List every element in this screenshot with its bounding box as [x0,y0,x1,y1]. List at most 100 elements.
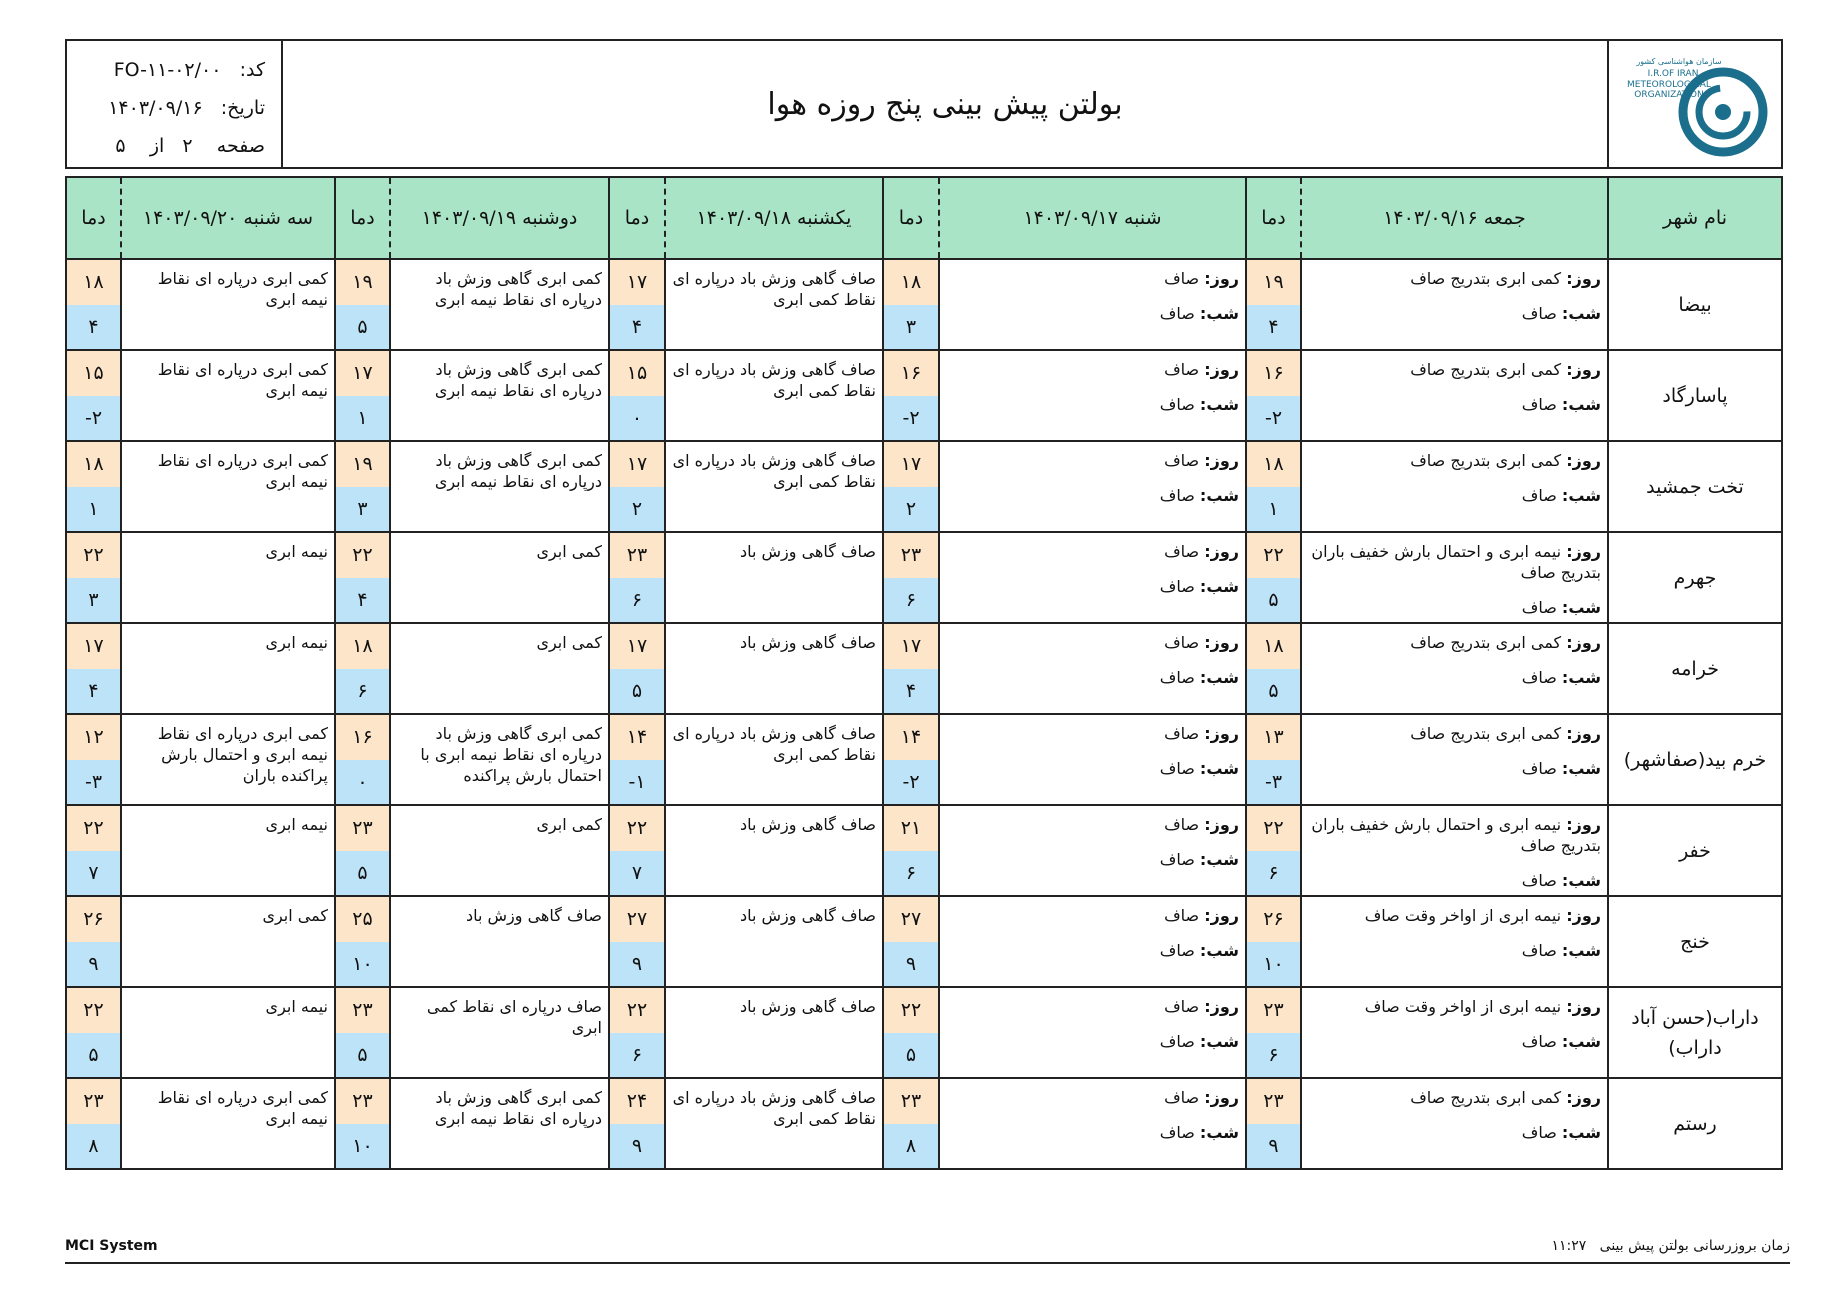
row: رستم روز: کمی ابری بتدریج صاف شب: صاف ۲۳ ۹ رو… [65,1077,1783,1170]
high-temp: ۱۸ [1247,442,1300,489]
low-temp: ۵ [336,1032,389,1077]
night-label: شب: [1199,486,1239,505]
row: داراب(حسن آباد داراب) روز: نیمه ابری از ا… [65,986,1783,1079]
forecast: صاف گاهی وزش باد درپاره ای نقاط کمی ابری [664,349,884,442]
high-temp: ۱۶ [336,715,389,762]
night-forecast: شب: صاف [1308,1031,1601,1052]
night-label: شب: [1561,668,1601,687]
forecast: کمی ابری درپاره ای نقاط نیمه ابری [120,440,336,533]
low-temp: ۰ [610,395,664,440]
day-label: روز: [1204,269,1239,288]
forecast-text: صاف گاهی وزش باد [739,997,876,1016]
day-label: روز: [1566,815,1601,834]
header-row: نام شهر جمعه ۱۴۰۳/۰۹/۱۶ دما شنبه ۱۴۰۳/۰۹/۱۷… [65,176,1783,260]
forecast-text: کمی ابری گاهی وزش باد درپاره ای نقاط نیم… [434,360,602,400]
temperature: ۱۸ ۳ [882,258,940,351]
day-label: روز: [1204,1088,1239,1107]
temperature: ۲۳ ۸ [65,1077,122,1170]
day-text: صاف [1164,997,1200,1016]
meta: کد: FO-۱۱-۰۲/۰۰ تاریخ: ۱۴۰۳/۰۹/۱۶ صفحه ۲… [67,41,283,167]
day-text: صاف [1164,724,1200,743]
high-temp: ۱۶ [1247,351,1300,398]
high-temp: ۲۳ [336,988,389,1035]
forecast-text: صاف گاهی وزش باد [739,815,876,834]
low-temp: ۱ [336,395,389,440]
night-text: صاف [1159,668,1195,687]
low-temp: ۵ [67,1032,120,1077]
low-temp: -۳ [67,759,120,804]
forecast-text: صاف گاهی وزش باد [739,633,876,652]
day-forecast: روز: کمی ابری بتدریج صاف [1308,723,1601,744]
update-label: زمان بروزرسانی بولتن پیش بینی [1599,1238,1790,1254]
night-text: صاف [1159,850,1195,869]
night-label: شب: [1199,668,1239,687]
temperature: ۲۳ ۵ [334,804,391,897]
low-temp: ۹ [67,941,120,986]
night-forecast: شب: صاف [946,940,1239,961]
high-temp: ۲۳ [884,1079,938,1126]
forecast-text: کمی ابری درپاره ای نقاط نیمه ابری [157,360,328,400]
forecast-text: نیمه ابری [265,997,328,1016]
high-temp: ۲۳ [610,533,664,580]
forecast: روز: نیمه ابری از اواخر وقت صاف شب: صاف [1300,986,1609,1079]
low-temp: ۶ [336,668,389,713]
row: خنج روز: نیمه ابری از اواخر وقت صاف شب: صا… [65,895,1783,988]
day-forecast: روز: نیمه ابری و احتمال بارش خفیف باران … [1308,814,1601,856]
low-temp: -۱ [610,759,664,804]
forecast-text: کمی ابری [262,906,328,925]
logo-text: I.R.OF IRAN [1648,69,1699,79]
forecast: کمی ابری گاهی وزش باد درپاره ای نقاط نیم… [389,1077,610,1170]
forecast: کمی ابری گاهی وزش باد درپاره ای نقاط نیم… [389,349,610,442]
night-label: شب: [1199,304,1239,323]
low-temp: -۲ [67,395,120,440]
forecast-text: صاف گاهی وزش باد درپاره ای نقاط کمی ابری [672,269,876,309]
city: خفر [1607,804,1783,897]
forecast: روز: صاف شب: صاف [938,531,1247,624]
high-temp: ۱۷ [336,351,389,398]
high-temp: ۱۸ [67,260,120,307]
high-temp: ۲۲ [67,806,120,853]
low-temp: ۱ [1247,486,1300,531]
night-text: صاف [1159,759,1195,778]
temperature: ۲۲ ۶ [608,986,666,1079]
forecast-text: نیمه ابری [265,542,328,561]
city: بیضا [1607,258,1783,351]
day-label: روز: [1566,542,1601,561]
night-text: صاف [1159,1123,1195,1142]
temperature: ۲۲ ۳ [65,531,122,624]
night-forecast: شب: صاف [946,849,1239,870]
temperature: ۱۹ ۳ [334,440,391,533]
temperature: ۱۶ -۲ [882,349,940,442]
forecast-text: کمی ابری درپاره ای نقاط نیمه ابری [157,1088,328,1128]
high-temp: ۲۳ [1247,988,1300,1035]
high-temp: ۲۶ [67,897,120,944]
forecast: صاف گاهی وزش باد درپاره ای نقاط کمی ابری [664,258,884,351]
night-forecast: شب: صاف [946,1031,1239,1052]
temperature: ۲۲ ۷ [608,804,666,897]
temperature: ۱۴ -۲ [882,713,940,806]
row: خفر روز: نیمه ابری و احتمال بارش خفیف بار… [65,804,1783,897]
night-forecast: شب: صاف [1308,870,1601,891]
forecast: روز: صاف شب: صاف [938,349,1247,442]
high-temp: ۱۷ [610,260,664,307]
day-forecast: روز: صاف [946,268,1239,289]
page-count: ۵ [115,135,126,157]
temperature: ۲۱ ۶ [882,804,940,897]
forecast: نیمه ابری [120,986,336,1079]
night-forecast: شب: صاف [946,394,1239,415]
column-header: سه شنبه ۱۴۰۳/۰۹/۲۰ [120,176,336,260]
temperature: ۱۲ -۳ [65,713,122,806]
day-label: روز: [1204,997,1239,1016]
night-forecast: شب: صاف [946,1122,1239,1143]
high-temp: ۱۷ [67,624,120,671]
temperature: ۱۶ -۲ [1245,349,1302,442]
day-forecast: روز: صاف [946,541,1239,562]
logo-text: ORGANIZATION [1634,90,1703,100]
table-body: بیضا روز: کمی ابری بتدریج صاف شب: صاف ۱۹ ۴ رو… [65,258,1783,1170]
logo-ring [1695,84,1751,140]
night-text: صاف [1521,1032,1557,1051]
night-label: شب: [1561,1123,1601,1142]
high-temp: ۱۸ [336,624,389,671]
forecast: روز: صاف شب: صاف [938,713,1247,806]
logo: سازمان هواشناسی کشور I.R.OF IRAN METEORO… [1609,41,1781,167]
